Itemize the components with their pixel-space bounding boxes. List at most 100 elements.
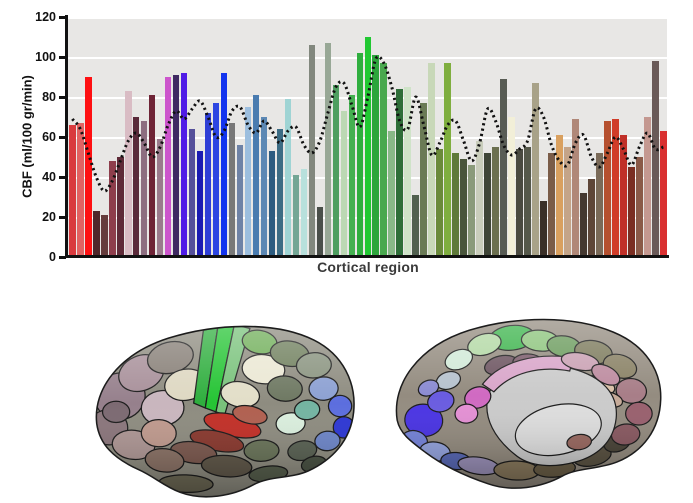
region-bar <box>284 99 292 257</box>
region-bar <box>620 135 627 257</box>
region-bar <box>380 63 388 257</box>
region-bar <box>180 73 188 257</box>
x-axis-label: Cortical region <box>317 259 419 275</box>
region-bar <box>644 117 651 257</box>
region-bar <box>500 79 507 257</box>
region-bar <box>508 117 515 257</box>
y-tick-mark <box>59 216 66 219</box>
gridline <box>68 17 667 19</box>
region-bar <box>572 119 579 257</box>
region-bar <box>524 147 531 257</box>
plot-area <box>68 17 667 257</box>
y-tick-label: 100 <box>35 50 56 64</box>
y-tick-label: 120 <box>35 10 56 24</box>
region-bar <box>108 161 116 257</box>
y-tick-label: 60 <box>42 130 56 144</box>
region-bar <box>596 153 603 257</box>
y-tick-label: 80 <box>42 90 56 104</box>
brain-right-medial-view-image <box>395 318 662 489</box>
parcellation-patches <box>96 326 355 497</box>
y-tick-label: 20 <box>42 210 56 224</box>
region-bar <box>148 95 156 257</box>
region-bar <box>484 153 491 257</box>
region-bar <box>76 123 84 257</box>
region-bar <box>436 149 443 257</box>
y-tick-mark <box>59 176 66 179</box>
region-bar <box>212 103 220 257</box>
y-tick-mark <box>59 96 66 99</box>
region-bar <box>580 193 587 257</box>
region-bar <box>308 45 316 257</box>
y-tick-mark <box>59 256 66 259</box>
region-bar <box>116 157 124 257</box>
region-bar <box>420 103 427 257</box>
region-bar <box>164 77 172 257</box>
region-bar <box>244 107 252 257</box>
region-bar <box>444 63 451 257</box>
region-bar <box>268 151 276 257</box>
brain-outline <box>395 318 662 489</box>
region-bar <box>652 61 659 257</box>
region-bar <box>172 75 180 257</box>
region-bar <box>396 89 404 257</box>
region-bar <box>612 119 619 257</box>
region-bar <box>372 55 380 257</box>
region-bar <box>468 165 475 257</box>
region-bar <box>220 73 228 257</box>
region-bar <box>84 77 92 257</box>
brain-outline <box>95 325 355 498</box>
y-tick-label: 40 <box>42 170 56 184</box>
region-bar <box>476 141 483 257</box>
y-tick-mark <box>59 16 66 19</box>
region-bar <box>388 131 396 257</box>
region-bar <box>204 113 212 257</box>
region-bar <box>636 157 643 257</box>
region-bar <box>564 147 571 257</box>
region-bar <box>452 153 459 257</box>
region-bar <box>356 53 364 257</box>
region-bar <box>628 167 635 257</box>
region-bar <box>196 151 204 257</box>
parcellation-patches <box>396 319 661 489</box>
region-bar <box>660 131 667 257</box>
region-bar <box>100 215 108 257</box>
region-bar <box>604 121 611 257</box>
region-bar <box>332 85 340 257</box>
region-bar <box>92 211 100 257</box>
region-bar <box>412 195 420 257</box>
y-axis-spine <box>65 15 68 258</box>
region-bar <box>69 125 76 257</box>
region-bar <box>588 179 595 257</box>
region-bar <box>556 135 563 257</box>
region-bar <box>300 169 308 257</box>
region-bar <box>364 37 372 257</box>
region-bar <box>348 95 356 257</box>
y-tick-mark <box>59 136 66 139</box>
region-bar <box>460 159 467 257</box>
region-bar <box>228 123 236 257</box>
brain-left-lateral-view-image <box>95 325 355 498</box>
region-bar <box>404 87 412 257</box>
region-bar <box>132 117 140 257</box>
y-tick-label: 0 <box>49 250 56 264</box>
region-bar <box>548 153 555 257</box>
region-bar <box>532 83 539 257</box>
region-bar <box>156 139 164 257</box>
region-bar <box>124 91 132 257</box>
region-bar <box>516 149 523 257</box>
region-bar <box>140 121 148 257</box>
region-bar <box>252 95 260 257</box>
region-bar <box>340 111 348 257</box>
region-bar <box>276 129 284 257</box>
region-bar <box>428 63 435 257</box>
region-bar <box>316 207 324 257</box>
region-bar <box>492 147 499 257</box>
region-bar <box>236 145 244 257</box>
x-axis-spine <box>65 255 669 258</box>
region-bar <box>260 117 268 257</box>
region-bar <box>292 175 300 257</box>
region-bar <box>188 129 196 257</box>
y-tick-mark <box>59 56 66 59</box>
region-bar <box>540 201 547 257</box>
